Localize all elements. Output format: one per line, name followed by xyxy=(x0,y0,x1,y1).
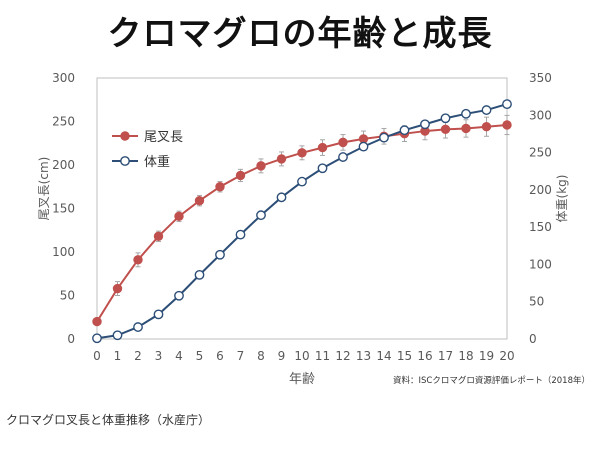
data-point xyxy=(112,283,123,294)
data-point xyxy=(276,192,287,203)
source-note: 資料：ISCクロマグロ資源評価レポート（2018年） xyxy=(393,375,590,386)
x-tick-label: 17 xyxy=(438,349,453,363)
data-point xyxy=(133,255,143,265)
data-point xyxy=(317,142,328,153)
data-point xyxy=(440,124,451,135)
data-point xyxy=(297,148,307,158)
image-caption: クロマグロ叉長と体重推移（水産庁） xyxy=(6,413,211,427)
y-right-tick-label: 250 xyxy=(529,146,552,160)
data-point xyxy=(194,269,205,280)
y-left-tick-label: 200 xyxy=(52,158,75,172)
data-point xyxy=(174,211,184,222)
page-title: クロマグロの年齢と成長 xyxy=(107,14,493,54)
data-point xyxy=(358,141,369,152)
data-point xyxy=(215,249,225,260)
legend-label: 体重 xyxy=(144,154,170,170)
x-tick-label: 4 xyxy=(175,349,183,363)
data-point xyxy=(440,113,451,124)
data-point xyxy=(92,333,102,344)
x-tick-label: 16 xyxy=(417,349,432,363)
x-tick-label: 5 xyxy=(196,349,204,363)
x-tick-label: 6 xyxy=(216,349,224,363)
x-tick-label: 15 xyxy=(397,349,412,363)
y-left-tick-label: 50 xyxy=(60,289,75,303)
x-tick-label: 13 xyxy=(356,349,371,363)
y-left-tick-label: 300 xyxy=(52,71,75,85)
x-axis-label: 年齢 xyxy=(289,372,315,387)
x-tick-label: 9 xyxy=(278,349,286,363)
x-tick-label: 14 xyxy=(376,349,391,363)
data-point xyxy=(461,123,471,134)
growth-chart: 0 50 100 150 200 250 300 0 50 100 150 200 250 300 350 0… xyxy=(37,71,590,387)
data-point xyxy=(481,105,492,115)
data-point xyxy=(256,161,266,171)
y-right-tick-label: 200 xyxy=(529,183,552,197)
data-point xyxy=(399,125,410,136)
y-left-axis-label: 尾叉長(cm) xyxy=(37,157,51,221)
x-tick-label: 2 xyxy=(134,349,142,363)
data-point xyxy=(481,122,492,132)
data-point xyxy=(153,309,164,320)
y-right-tick-label: 350 xyxy=(529,71,552,85)
y-right-axis-label: 体重(kg) xyxy=(555,175,569,223)
y-left-tick-label: 100 xyxy=(52,245,75,259)
data-point xyxy=(338,137,348,148)
data-point xyxy=(133,322,143,332)
y-left-tick-label: 0 xyxy=(67,332,75,346)
data-point xyxy=(502,99,512,109)
data-point xyxy=(112,330,123,341)
legend-swatch-marker xyxy=(120,131,130,141)
x-tick-label: 3 xyxy=(155,349,163,363)
x-tick-label: 1 xyxy=(114,349,122,363)
y-right-tick-label: 0 xyxy=(529,332,537,346)
data-point xyxy=(174,290,184,301)
data-point xyxy=(235,170,246,181)
data-point xyxy=(379,132,389,143)
x-tick-label: 20 xyxy=(499,349,514,363)
x-tick-label: 19 xyxy=(479,349,494,363)
data-point xyxy=(461,108,471,119)
plot-area-frame xyxy=(96,77,508,340)
x-tick-label: 10 xyxy=(294,349,309,363)
data-point xyxy=(420,119,430,130)
data-point xyxy=(297,176,307,187)
x-tick-label: 0 xyxy=(93,349,101,363)
y-left-tick-label: 150 xyxy=(52,202,75,216)
y-right-tick-label: 50 xyxy=(529,295,544,309)
data-point xyxy=(235,229,246,240)
x-tick-label: 8 xyxy=(257,349,265,363)
legend-swatch-marker xyxy=(120,156,130,166)
data-point xyxy=(317,163,328,174)
x-tick-label: 7 xyxy=(237,349,245,363)
data-point xyxy=(215,182,225,192)
y-right-tick-label: 100 xyxy=(529,257,552,271)
legend-label: 尾叉長 xyxy=(144,130,183,145)
data-point xyxy=(92,316,102,327)
data-point xyxy=(153,231,164,242)
x-tick-label: 18 xyxy=(458,349,473,363)
data-point xyxy=(338,152,348,162)
data-point xyxy=(194,195,205,206)
data-point xyxy=(502,120,512,130)
y-right-tick-label: 150 xyxy=(529,220,552,234)
data-point xyxy=(256,210,266,221)
x-tick-label: 12 xyxy=(335,349,350,363)
y-right-tick-label: 300 xyxy=(529,108,552,122)
y-left-tick-label: 250 xyxy=(52,115,75,129)
data-point xyxy=(276,154,287,164)
x-tick-label: 11 xyxy=(315,349,330,363)
